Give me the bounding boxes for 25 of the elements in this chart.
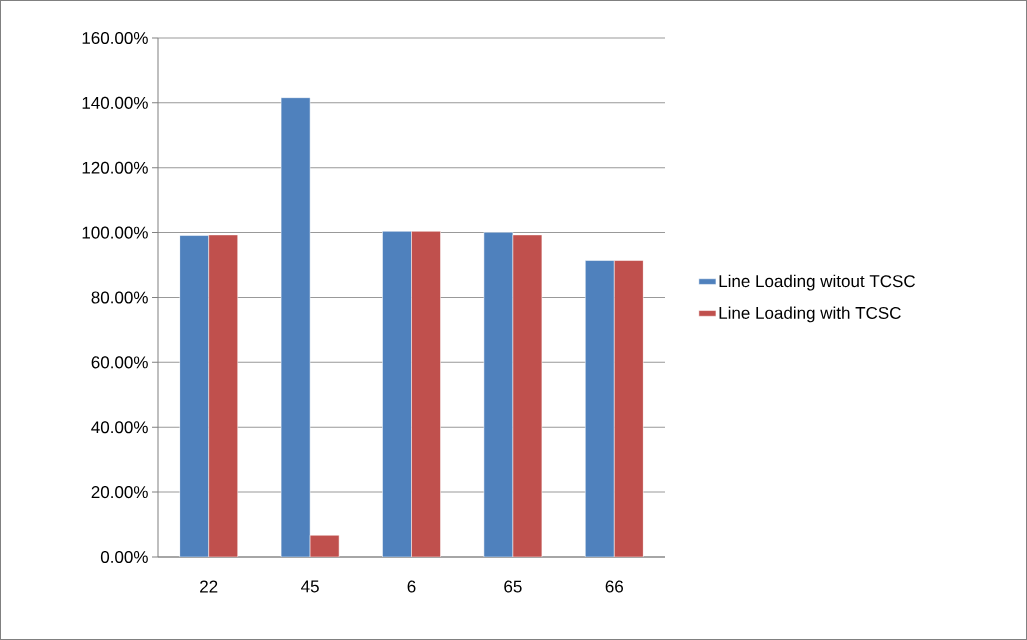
legend-label: Line Loading witout TCSC (719, 274, 916, 291)
bar (483, 232, 514, 557)
x-tick-label: 45 (301, 580, 319, 593)
y-tick-label: 20.00% (91, 486, 148, 499)
y-tick-label: 40.00% (91, 421, 148, 434)
bar (614, 260, 644, 557)
bar (512, 234, 543, 557)
bar (411, 231, 441, 557)
bar (208, 234, 238, 557)
x-tick-label: 6 (407, 580, 416, 593)
y-tick-label: 60.00% (91, 356, 148, 369)
y-tick-label: 160.00% (82, 31, 148, 45)
y-tick-label: 120.00% (82, 161, 148, 174)
y-tick-label: 140.00% (82, 96, 148, 109)
bar (382, 231, 412, 557)
y-tick-label: 100.00% (82, 226, 148, 239)
bar (179, 235, 209, 557)
y-tick-label: 80.00% (91, 291, 148, 304)
x-tick-label: 65 (504, 580, 522, 593)
bar (585, 260, 615, 557)
x-tick-label: 22 (200, 580, 218, 593)
bar (280, 97, 311, 557)
y-tick-label: 0.00% (100, 550, 148, 564)
x-tick-label: 66 (605, 580, 624, 593)
legend-label: Line Loading with TCSC (719, 306, 901, 323)
